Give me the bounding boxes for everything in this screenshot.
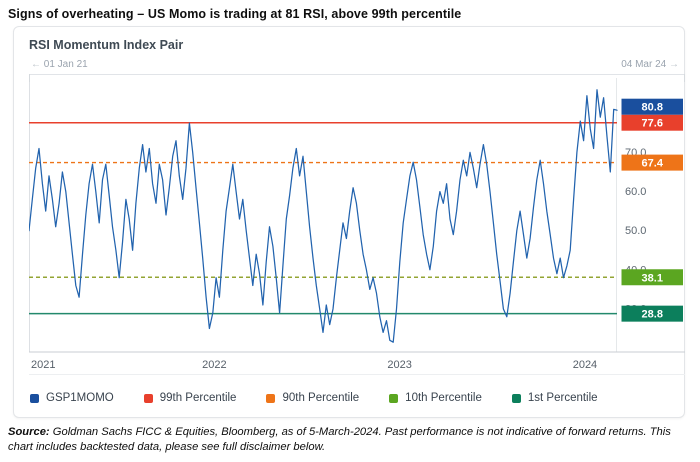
legend-item-99th-percentile[interactable]: 99th Percentile	[143, 392, 237, 404]
right-arrow-icon: →	[669, 59, 679, 70]
value-badge-10th	[621, 269, 683, 286]
x-tick-label: 2022	[202, 359, 226, 371]
y-tick-label: 60.0	[625, 186, 646, 198]
legend-swatch-icon	[143, 393, 153, 403]
range-tick-left	[29, 74, 30, 82]
value-badge-1st	[621, 305, 683, 322]
legend-item-1st-percentile[interactable]: 1st Percentile	[511, 392, 598, 404]
legend-label: 10th Percentile	[405, 392, 482, 404]
range-end-label: 04 Mar 24	[621, 59, 667, 70]
range-start-label: 01 Jan 21	[43, 59, 88, 70]
page-title: Signs of overheating – US Momo is tradin…	[8, 7, 462, 21]
chart-legend: GSP1MOMO 99th Percentile 90th Percentile 10…	[30, 392, 684, 404]
source-note: Source: Goldman Sachs FICC & Equities, B…	[8, 425, 692, 454]
legend-label: 90th Percentile	[282, 392, 360, 404]
value-badge-last	[621, 98, 683, 115]
legend-swatch-icon	[389, 393, 399, 403]
range-end: 04 Mar 24 →	[621, 59, 679, 70]
value-badge-99th-text: 77.6	[642, 118, 663, 130]
rsi-line[interactable]	[28, 89, 618, 343]
chart-title: RSI Momentum Index Pair	[29, 38, 184, 52]
chart-area: 70.060.050.040.030.0202120222023202477.6…	[28, 78, 685, 381]
legend-swatch-icon	[266, 393, 276, 403]
x-tick-label: 2024	[573, 359, 597, 371]
legend-label: 99th Percentile	[159, 392, 237, 404]
legend-swatch-icon	[30, 393, 39, 403]
value-badge-1st-text: 28.8	[642, 309, 663, 321]
range-start: ← 01 Jan 21	[31, 59, 88, 70]
value-badge-last-text: 80.8	[642, 102, 663, 114]
value-badge-90th	[621, 154, 683, 171]
legend-swatch-icon	[511, 393, 521, 403]
x-tick-label: 2023	[387, 359, 411, 371]
left-arrow-icon: ←	[31, 59, 41, 70]
source-text: Goldman Sachs FICC & Equities, Bloomberg…	[8, 426, 671, 453]
chart-canvas[interactable]: 70.060.050.040.030.0202120222023202477.6…	[28, 78, 685, 376]
legend-item-gsp1momo[interactable]: GSP1MOMO	[30, 392, 114, 404]
legend-item-90th-percentile[interactable]: 90th Percentile	[266, 392, 359, 404]
x-tick-label: 2021	[31, 359, 55, 371]
chart-card: RSI Momentum Index Pair ← 01 Jan 21 04 M…	[13, 26, 685, 418]
range-tick-right	[684, 74, 685, 82]
value-badge-10th-text: 38.1	[642, 272, 663, 284]
y-tick-label: 50.0	[625, 225, 646, 237]
value-badge-99th	[621, 114, 683, 131]
legend-label: GSP1MOMO	[46, 392, 114, 404]
date-range-bar: ← 01 Jan 21 04 Mar 24 →	[29, 59, 685, 82]
source-label: Source:	[8, 426, 50, 438]
value-badge-90th-text: 67.4	[642, 158, 664, 170]
legend-item-10th-percentile[interactable]: 10th Percentile	[389, 392, 482, 404]
legend-label: 1st Percentile	[527, 392, 598, 404]
